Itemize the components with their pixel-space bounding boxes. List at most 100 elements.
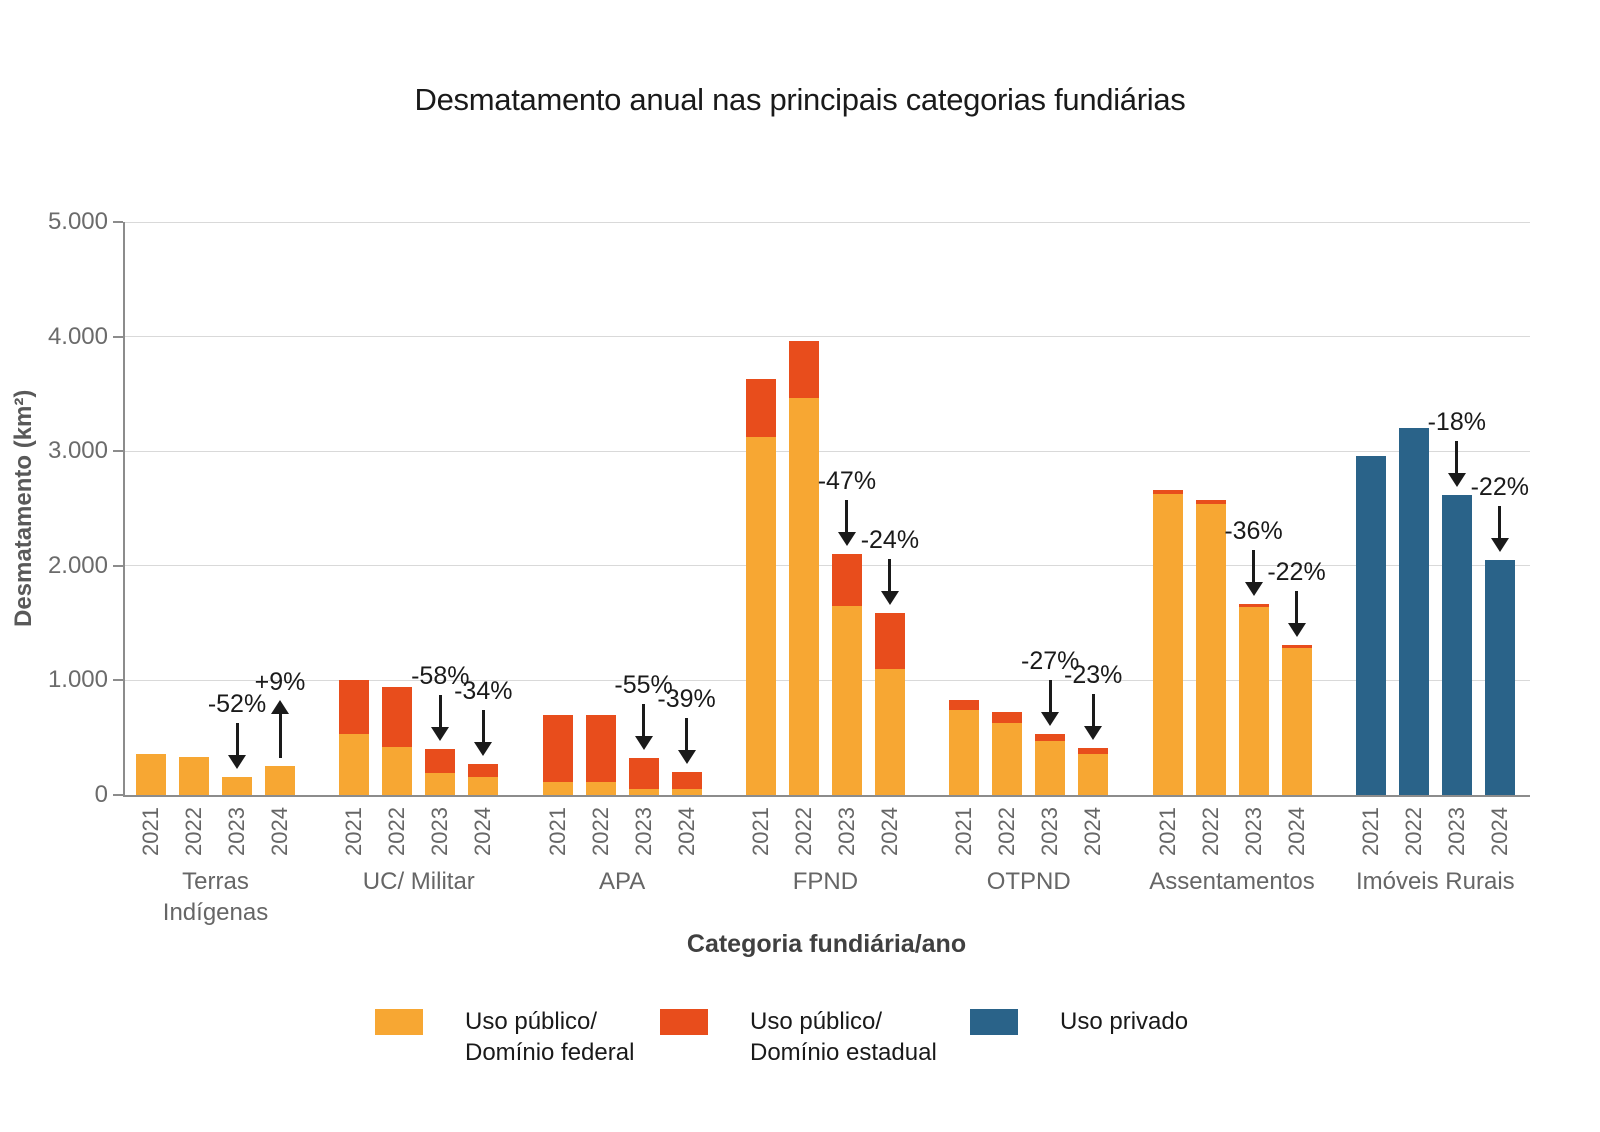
bar-segment-estadual xyxy=(1078,748,1109,754)
year-tick-label: 2024 xyxy=(1486,807,1512,856)
arrow-shaft xyxy=(235,722,239,756)
bar-segment-estadual xyxy=(671,771,702,790)
year-tick-label: 2024 xyxy=(1283,807,1309,856)
y-axis-tick xyxy=(113,335,123,338)
bar-segment-federal xyxy=(585,782,616,795)
legend-swatch-privado xyxy=(970,1009,1018,1035)
arrow-shaft xyxy=(1455,440,1459,474)
bar-segment-federal xyxy=(542,782,573,795)
legend-label: Uso público/Domínio estadual xyxy=(750,1008,937,1066)
bar-segment-federal xyxy=(1238,607,1269,795)
bar-segment-federal xyxy=(788,398,819,795)
year-tick-label: 2023 xyxy=(630,807,656,856)
arrow-down-icon xyxy=(228,754,246,769)
annotation-label: -22% xyxy=(1267,557,1326,586)
arrow-shaft xyxy=(1091,694,1095,727)
legend-swatch-federal xyxy=(375,1009,423,1035)
bar-segment-federal xyxy=(992,722,1023,795)
bar-segment-federal xyxy=(1035,741,1066,795)
year-tick-label: 2023 xyxy=(1037,807,1063,856)
arrow-down-icon xyxy=(837,532,856,547)
bar-segment-federal xyxy=(222,776,252,795)
category-label: Terras Indígenas xyxy=(162,868,269,926)
arrow-down-icon xyxy=(1084,726,1103,740)
x-axis-title: Categoria fundiária/ano xyxy=(686,930,967,958)
category-label: Imóveis Rurais xyxy=(1355,868,1515,895)
y-tick-label: 2.000 xyxy=(47,551,108,579)
year-tick-label: 2023 xyxy=(833,807,859,856)
bar-segment-estadual xyxy=(874,612,905,669)
bar-segment-estadual xyxy=(382,687,413,748)
bar-segment-estadual xyxy=(1035,734,1066,742)
year-tick-label: 2021 xyxy=(544,807,570,856)
annotation-label: -58% xyxy=(411,662,470,691)
arrow-down-icon xyxy=(1041,712,1060,727)
arrow-shaft xyxy=(642,703,646,737)
gridline xyxy=(123,450,1530,452)
annotation-label: -55% xyxy=(614,670,673,699)
bar-segment-federal xyxy=(1195,503,1226,795)
year-tick-label: 2022 xyxy=(994,807,1020,856)
year-tick-label: 2024 xyxy=(470,807,496,856)
bar-segment-estadual xyxy=(542,714,573,783)
y-tick-label: 0 xyxy=(94,781,108,808)
gridline xyxy=(123,336,1530,338)
annotation-label: -23% xyxy=(1064,661,1123,689)
bar-segment-federal xyxy=(1281,648,1312,795)
year-tick-label: 2024 xyxy=(267,807,292,856)
y-tick-label: 5.000 xyxy=(47,208,108,235)
annotation-label: -22% xyxy=(1470,473,1529,502)
y-axis-tick xyxy=(113,450,123,453)
bar-segment-estadual xyxy=(1195,500,1226,504)
arrow-shaft xyxy=(1295,590,1298,624)
category-label: FPND xyxy=(792,868,859,895)
bar-segment-federal xyxy=(671,789,702,795)
annotation-label: -52% xyxy=(207,689,267,718)
arrow-shaft xyxy=(481,710,485,744)
bar-segment-federal xyxy=(468,777,499,795)
year-tick-label: 2022 xyxy=(384,807,410,856)
bar-segment-privado xyxy=(1441,494,1472,795)
bar-segment-estadual xyxy=(628,757,659,789)
annotation-label: -36% xyxy=(1224,516,1283,545)
arrow-down-icon xyxy=(474,742,493,757)
bar-segment-estadual xyxy=(992,712,1023,723)
bar-segment-estadual xyxy=(1152,490,1183,494)
y-axis-tick xyxy=(113,679,123,682)
year-tick-label: 2024 xyxy=(1080,807,1106,856)
arrow-down-icon xyxy=(1287,622,1306,637)
annotation-label: -47% xyxy=(817,467,877,496)
year-tick-label: 2024 xyxy=(876,807,902,856)
year-tick-label: 2023 xyxy=(1240,807,1266,856)
x-axis-line xyxy=(123,795,1530,797)
y-tick-label: 3.000 xyxy=(47,437,108,465)
bar-segment-estadual xyxy=(425,749,456,774)
bar-segment-federal xyxy=(874,668,905,795)
year-tick-label: 2021 xyxy=(951,807,977,856)
arrow-shaft xyxy=(278,713,282,759)
year-tick-label: 2021 xyxy=(747,807,773,856)
chart-title: Desmatamento anual nas principais catego… xyxy=(414,82,1186,117)
annotation-label: -24% xyxy=(860,525,920,554)
legend-swatch-estadual xyxy=(660,1009,708,1035)
category-label: Assentamentos xyxy=(1149,868,1315,895)
year-tick-label: 2022 xyxy=(1400,807,1426,856)
arrow-shaft xyxy=(1048,680,1052,714)
bar-segment-federal xyxy=(831,605,862,795)
y-axis-line xyxy=(123,222,125,795)
bar-segment-federal xyxy=(179,757,209,795)
annotation-label: -27% xyxy=(1021,647,1080,676)
year-tick-label: 2023 xyxy=(427,807,453,856)
bar-segment-privado xyxy=(1484,560,1515,795)
arrow-shaft xyxy=(1498,506,1502,540)
bar-segment-federal xyxy=(382,747,413,795)
bar-segment-privado xyxy=(1398,428,1429,795)
bar-segment-federal xyxy=(136,753,166,795)
gridline xyxy=(123,565,1530,567)
bar-segment-estadual xyxy=(788,341,819,399)
bar-segment-federal xyxy=(745,437,776,795)
arrow-shaft xyxy=(1252,549,1255,583)
bar-segment-federal xyxy=(425,773,456,795)
bar-segment-federal xyxy=(1078,753,1109,795)
arrow-down-icon xyxy=(431,727,450,742)
